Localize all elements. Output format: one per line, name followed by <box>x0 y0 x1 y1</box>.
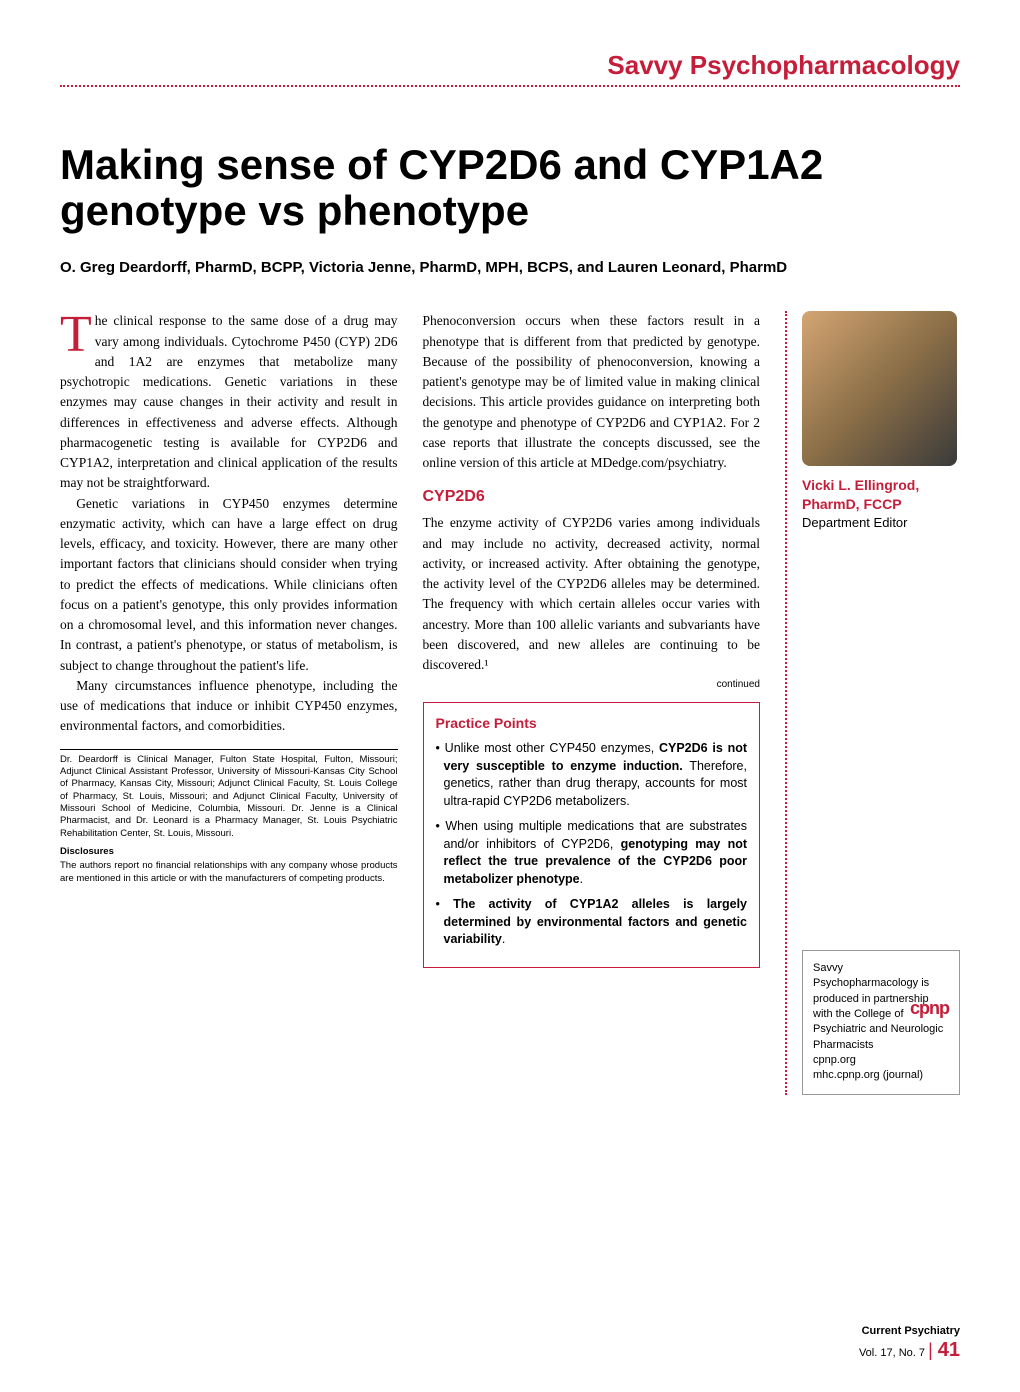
dropcap: T <box>60 311 95 357</box>
cpnp-logo: cpnp <box>910 996 949 1021</box>
authors-line: O. Greg Deardorff, PharmD, BCPP, Victori… <box>60 259 960 276</box>
footer-vol: Vol. 17, No. 7 <box>859 1347 925 1359</box>
page-footer: Current Psychiatry Vol. 17, No. 7 | 41 <box>859 1325 960 1362</box>
editor-title: Department Editor <box>802 515 960 530</box>
paragraph-4: Phenoconversion occurs when these factor… <box>423 311 761 473</box>
cyp2d6-heading: CYP2D6 <box>423 485 761 509</box>
partnership-url2: mhc.cpnp.org (journal) <box>813 1068 949 1083</box>
pp3-post: . <box>502 932 505 946</box>
paragraph-3: Many circumstances influence phenotype, … <box>60 676 398 737</box>
editor-photo <box>802 311 957 466</box>
affiliations: Dr. Deardorff is Clinical Manager, Fulto… <box>60 754 398 840</box>
paragraph-1-text: he clinical response to the same dose of… <box>60 313 398 490</box>
paragraph-1: The clinical response to the same dose o… <box>60 311 398 493</box>
footer-page: 41 <box>938 1339 960 1361</box>
practice-points-title: Practice Points <box>436 713 748 734</box>
partnership-box: Savvy Psychopharmacology is produced in … <box>802 950 960 1095</box>
pp1-pre: Unlike most other CYP450 enzymes, <box>445 741 659 755</box>
practice-points-box: Practice Points Unlike most other CYP450… <box>423 702 761 968</box>
article-title: Making sense of CYP2D6 and CYP1A2 genoty… <box>60 142 960 234</box>
footer-journal: Current Psychiatry <box>862 1325 960 1337</box>
pp3-bold: The activity of CYP1A2 alleles is largel… <box>444 897 748 946</box>
column-right: Phenoconversion occurs when these factor… <box>423 311 761 1095</box>
editor-name: Vicki L. Ellingrod, PharmD, FCCP <box>802 476 960 512</box>
practice-point-2: When using multiple medications that are… <box>436 818 748 888</box>
practice-point-3: The activity of CYP1A2 alleles is largel… <box>436 896 748 949</box>
sidebar: Vicki L. Ellingrod, PharmD, FCCP Departm… <box>785 311 960 1095</box>
pp2-post: . <box>580 872 583 886</box>
footer-divider: | <box>928 1340 938 1360</box>
practice-points-list: Unlike most other CYP450 enzymes, CYP2D6… <box>436 740 748 949</box>
section-header: Savvy Psychopharmacology <box>60 50 960 87</box>
continued-label: continued <box>423 677 761 692</box>
practice-point-1: Unlike most other CYP450 enzymes, CYP2D6… <box>436 740 748 810</box>
partnership-url1: cpnp.org <box>813 1053 949 1068</box>
disclosures-text: The authors report no financial relation… <box>60 860 398 885</box>
disclosures-heading: Disclosures <box>60 846 398 858</box>
text-columns: The clinical response to the same dose o… <box>60 311 760 1095</box>
footnotes: Dr. Deardorff is Clinical Manager, Fulto… <box>60 749 398 885</box>
column-left: The clinical response to the same dose o… <box>60 311 398 1095</box>
paragraph-5: The enzyme activity of CYP2D6 varies amo… <box>423 513 761 675</box>
content-area: The clinical response to the same dose o… <box>60 311 960 1095</box>
paragraph-2: Genetic variations in CYP450 enzymes det… <box>60 494 398 676</box>
